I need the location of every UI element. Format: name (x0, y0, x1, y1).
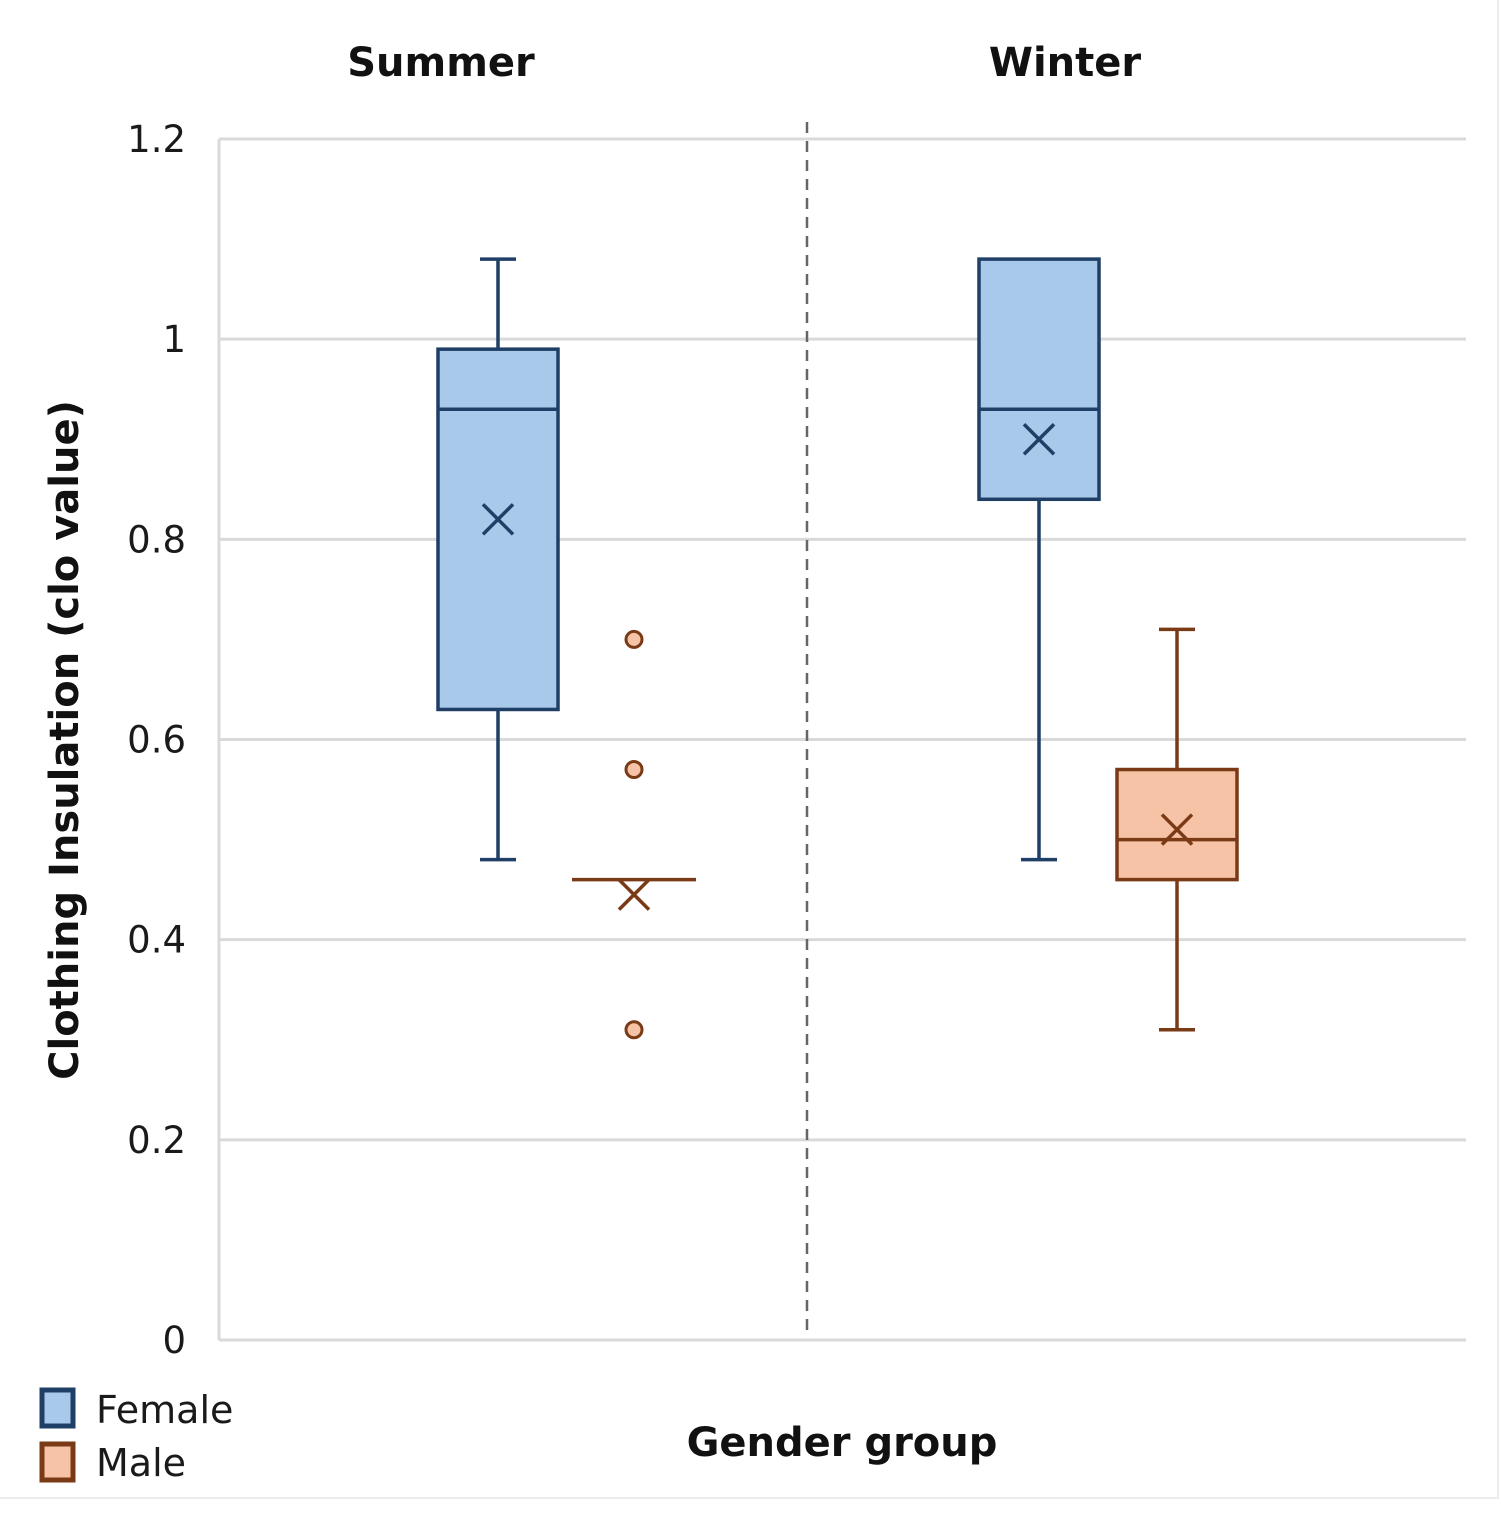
y-tick-label: 0 (162, 1319, 186, 1362)
y-axis-ticks: 0 0.2 0.4 0.6 0.8 1 1.2 (127, 118, 186, 1362)
box-summer-female (436, 257, 560, 862)
y-tick-label: 0.6 (127, 719, 186, 762)
panel-title-summer: Summer (347, 40, 535, 86)
y-tick-label: 0.8 (127, 518, 186, 561)
outlier-point (624, 629, 644, 649)
x-axis-title: Gender group (687, 1420, 998, 1466)
legend-item-male[interactable]: Male (39, 1441, 186, 1485)
legend-item-female[interactable]: Female (39, 1387, 233, 1432)
box-iqr (977, 257, 1101, 502)
mean-marker (481, 503, 515, 536)
boxes (436, 257, 1239, 1040)
box-iqr (1115, 767, 1239, 882)
outlier-point (624, 1020, 644, 1040)
box-summer-male (572, 629, 696, 1040)
mean-marker (617, 878, 651, 911)
gridlines (217, 137, 1466, 1342)
y-tick-label: 0.2 (127, 1119, 186, 1162)
legend-label-female: Female (96, 1388, 233, 1432)
y-tick-label: 0.4 (127, 919, 186, 962)
box-winter-female (977, 257, 1101, 862)
box-iqr (436, 347, 560, 712)
box-winter-male (1115, 627, 1239, 1032)
mean-marker (1022, 423, 1056, 456)
y-axis-title: Clothing Insulation (clo value) (42, 400, 88, 1080)
y-tick-label: 1 (162, 318, 186, 361)
legend-swatch-female (39, 1387, 76, 1429)
panel-title-winter: Winter (989, 40, 1142, 86)
legend-swatch-male (39, 1441, 76, 1483)
y-tick-label: 1.2 (127, 118, 186, 161)
outlier-point (624, 760, 644, 780)
mean-marker (1160, 813, 1194, 846)
legend: Female Male (39, 1387, 233, 1485)
legend-label-male: Male (96, 1441, 186, 1485)
